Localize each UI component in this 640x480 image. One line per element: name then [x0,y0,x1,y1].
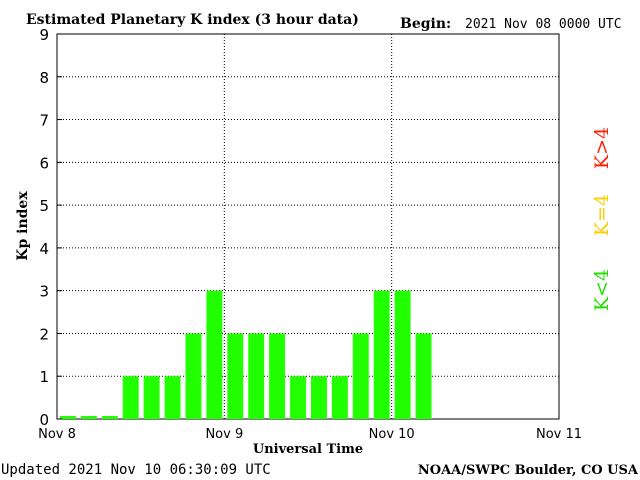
x-tick-label: Nov 11 [536,427,582,442]
kp-bar [290,376,306,419]
x-tick-label: Nov 10 [369,427,415,442]
begin-value: 2021 Nov 08 0000 UTC [465,17,622,32]
y-tick-label: 6 [39,154,49,172]
legend: K<4 K=4 K>4 [591,127,613,311]
y-tick-label: 9 [39,26,49,44]
legend-entry: K<4 [591,269,613,311]
y-tick-label: 1 [39,368,49,386]
kp-bar [185,333,202,419]
chart-title: Estimated Planetary K index (3 hour data… [26,12,359,28]
plot-frame [56,33,560,420]
kp-bar [415,333,432,419]
legend-entry: K>4 [591,127,613,169]
y-tick-labels: 0 1 2 3 4 5 6 7 8 9 [39,26,62,429]
kp-bar [164,376,181,419]
y-axis-label: Kp index [15,191,31,261]
y-tick-label: 8 [39,69,49,87]
y-tick-label: 2 [39,325,49,343]
kp-bar [206,290,223,419]
y-tick-label: 4 [39,240,49,258]
legend-entry: K=4 [591,194,613,236]
y-tick-label: 0 [39,411,49,429]
x-axis-label: Universal Time [253,442,363,457]
grid-lines [57,33,559,419]
kp-bar [352,333,369,419]
x-tick-label: Nov 8 [38,427,76,442]
kp-bar [269,333,286,419]
kp-bar [101,416,118,419]
x-tick-label: Nov 9 [205,427,243,442]
kp-bar [373,290,390,419]
kp-bar [80,416,97,419]
source-credit: NOAA/SWPC Boulder, CO USA [418,463,639,478]
x-tick-labels: Nov 8 Nov 9 Nov 10 Nov 11 [38,427,582,442]
kp-bar [394,290,411,419]
kp-bar [248,333,265,419]
kp-bar [331,376,348,419]
kp-bar [60,416,76,419]
begin-label: Begin: [400,16,451,32]
y-tick-label: 5 [39,197,49,215]
kp-bar [143,376,160,419]
y-tick-label: 3 [39,283,49,301]
kp-bar [122,376,139,419]
bar-series [60,290,432,419]
y-tick-label: 7 [39,112,49,130]
kp-bar [311,376,327,419]
kp-bar [227,333,244,419]
updated-timestamp: Updated 2021 Nov 10 06:30:09 UTC [1,462,271,478]
